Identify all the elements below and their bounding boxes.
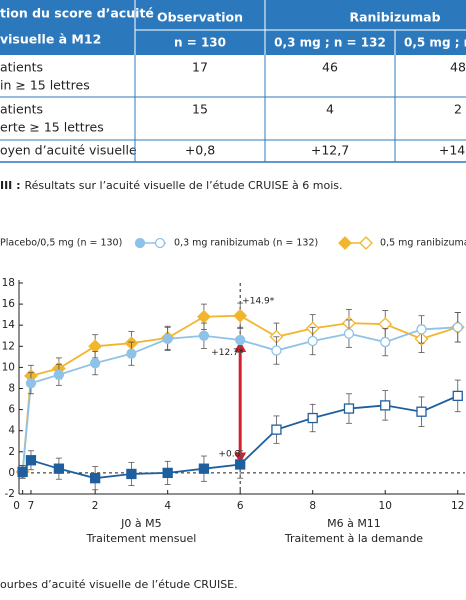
x-tick-label: 0 <box>13 500 20 512</box>
legend-label: 0,3 mg ranibizumab (n = 132) <box>174 238 318 249</box>
marker <box>380 336 391 348</box>
cell: 15 <box>192 102 208 117</box>
cell: 17 <box>192 60 208 75</box>
y-tick-label: 2 <box>8 446 15 458</box>
subheader-cell: n = 130 <box>174 36 226 50</box>
marker <box>452 390 463 402</box>
y-tick-label: 6 <box>8 404 15 416</box>
header-cell: visuelle à M12 <box>0 32 101 47</box>
cell: 46 <box>322 60 338 75</box>
marker <box>198 330 210 341</box>
marker <box>380 400 391 411</box>
cell: +0,8 <box>185 143 215 158</box>
marker <box>53 369 65 380</box>
cell: +14,9 <box>439 143 466 158</box>
cell: +12,7 <box>311 143 349 158</box>
phase-label: J0 à M5 <box>120 517 161 530</box>
marker <box>307 412 318 424</box>
y-tick-label: 16 <box>2 298 16 310</box>
marker <box>233 308 248 323</box>
y-tick-label: 10 <box>2 361 15 373</box>
cell: 4 <box>326 102 334 117</box>
marker <box>307 335 318 347</box>
marker <box>235 334 246 346</box>
marker <box>25 455 37 466</box>
header-cell: Ranibizumab <box>349 10 440 25</box>
legend-label: Placebo/0,5 mg (n = 130) <box>0 238 122 249</box>
cell: 2 <box>454 102 462 117</box>
x-tick-label: 12 <box>451 500 464 512</box>
subheader-cell: 0,5 mg ; n <box>404 36 466 50</box>
marker <box>343 403 355 414</box>
marker <box>271 345 282 356</box>
x-tick-label: 2 <box>92 500 99 512</box>
marker <box>416 406 427 417</box>
marker <box>88 339 103 354</box>
marker <box>338 236 352 250</box>
marker <box>271 424 282 435</box>
annotation: +14.9* <box>242 296 275 306</box>
marker <box>359 236 373 250</box>
y-tick-label: 8 <box>8 383 15 395</box>
header-cell: tion du score d’acuité <box>0 6 154 21</box>
x-tick-label: 10 <box>379 500 392 512</box>
y-tick-label: 4 <box>8 425 15 437</box>
y-tick-label: 12 <box>2 340 15 352</box>
marker <box>452 322 463 333</box>
x-tick-label: 4 <box>164 500 171 512</box>
series-line <box>21 395 459 480</box>
caption-label: III : <box>0 179 21 192</box>
marker <box>53 463 65 474</box>
annotation: +12.7* <box>211 348 244 358</box>
marker <box>17 466 28 477</box>
marker <box>197 309 211 324</box>
y-tick-label: 14 <box>2 319 16 331</box>
phase-label: Traitement à la demande <box>284 532 423 545</box>
row-label: oyen d’acuité visuelle <box>0 143 137 158</box>
row-label: atients <box>0 60 43 75</box>
phase-label: Traitement mensuel <box>86 532 197 545</box>
marker <box>198 463 210 474</box>
marker <box>416 324 427 335</box>
figure-caption: ourbes d’acuité visuelle de l’étude CRUI… <box>0 578 238 591</box>
x-tick-label: 8 <box>309 500 316 512</box>
marker <box>343 328 355 339</box>
marker <box>235 459 246 470</box>
table-header-bg <box>0 0 466 55</box>
y-tick-label: 0 <box>8 467 15 479</box>
table-caption: III : Résultats sur l’acuité visuelle de … <box>0 179 342 192</box>
marker <box>154 237 166 249</box>
marker <box>162 467 173 479</box>
y-tick-label: 18 <box>2 277 15 289</box>
phase-label: M6 à M11 <box>327 517 381 530</box>
x-tick-label: 6 <box>237 500 244 512</box>
row-label: erte ≥ 15 lettres <box>0 120 104 135</box>
marker <box>162 333 173 345</box>
marker <box>126 348 137 359</box>
marker <box>25 378 37 389</box>
marker <box>126 468 137 480</box>
caption-text: Résultats sur l’acuité visuelle de l’étu… <box>25 179 343 192</box>
cell: 48 <box>450 60 466 75</box>
series-line <box>21 326 458 472</box>
row-label: atients <box>0 102 43 117</box>
y-tick-label: -2 <box>5 488 15 500</box>
row-label: in ≥ 15 lettres <box>0 78 90 93</box>
marker <box>134 237 146 249</box>
legend-label: 0,5 mg ranibizumab <box>380 238 466 249</box>
header-cell: Observation <box>157 10 243 25</box>
marker <box>89 473 101 484</box>
x-tick-label: 7 <box>28 500 35 512</box>
subheader-cell: 0,3 mg ; n = 132 <box>274 36 386 50</box>
marker <box>89 358 101 369</box>
annotation: +0.8 <box>218 449 240 459</box>
